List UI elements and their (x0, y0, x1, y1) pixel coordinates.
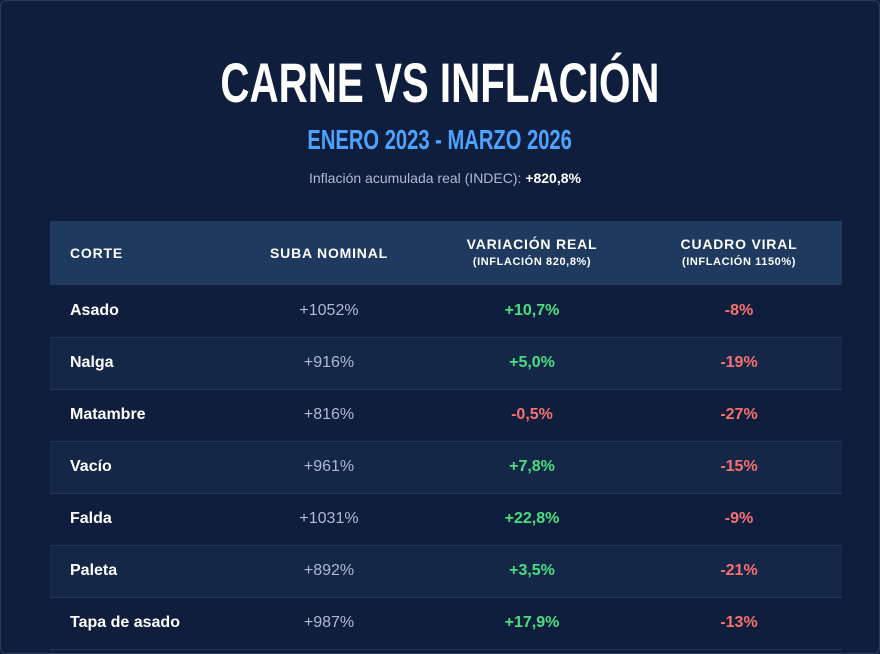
column-header-viral: CUADRO VIRAL (INFLACIÓN 1150%) (680, 236, 798, 268)
cell-corte: Paleta (70, 562, 118, 579)
cell-corte: Vacío (70, 458, 112, 475)
cell-viral: -21% (720, 562, 758, 579)
cell-nominal: +961% (303, 458, 355, 475)
inflation-note: Inflación acumulada real (INDEC): +820,8… (0, 170, 880, 186)
table-row: Vacío +961% +7,8% -15% (50, 441, 842, 493)
column-header-nominal: SUBA NOMINAL (270, 245, 388, 261)
cell-corte: Matambre (70, 406, 146, 423)
cell-viral: -8% (724, 301, 754, 319)
column-header-corte: CORTE (70, 245, 123, 261)
cell-nominal: +816% (303, 406, 355, 423)
cell-viral: -9% (724, 510, 754, 527)
cell-nominal: +892% (303, 562, 355, 579)
comparison-table: CORTE SUBA NOMINAL VARIACIÓN REAL (INFLAC… (50, 221, 842, 650)
cell-real: +7,8% (509, 458, 555, 475)
cell-real: -0,5% (511, 406, 553, 423)
cell-viral: -13% (720, 614, 758, 631)
cell-real: +3,5% (509, 562, 555, 579)
inflation-label: Inflación acumulada real (INDEC): (309, 170, 522, 186)
table-header-row: CORTE SUBA NOMINAL VARIACIÓN REAL (INFLAC… (50, 221, 842, 285)
cell-real: +22,8% (504, 510, 560, 527)
page-title: CARNE VS INFLACIÓN (220, 51, 660, 114)
table-row: Nalga +916% +5,0% -19% (50, 337, 842, 389)
inflation-value: +820,8% (525, 170, 581, 186)
cell-nominal: +987% (303, 614, 355, 631)
table-row: Asado +1052% +10,7% -8% (50, 285, 842, 337)
cell-nominal: +916% (303, 354, 355, 371)
date-range-subtitle: ENERO 2023 - MARZO 2026 (307, 124, 573, 155)
table-row: Paleta +892% +3,5% -21% (50, 545, 842, 597)
table-row: Matambre +816% -0,5% -27% (50, 389, 842, 441)
cell-viral: -27% (720, 406, 758, 423)
cell-viral: -19% (720, 354, 758, 371)
cell-corte: Nalga (70, 354, 114, 371)
cell-viral: -15% (720, 458, 758, 475)
cell-real: +5,0% (509, 354, 555, 371)
cell-nominal: +1052% (299, 301, 359, 319)
table-row: Tapa de asado +987% +17,9% -13% (50, 597, 842, 649)
cell-real: +17,9% (504, 614, 560, 631)
table-row: Falda +1031% +22,8% -9% (50, 493, 842, 545)
cell-corte: Asado (70, 301, 119, 319)
column-header-real: VARIACIÓN REAL (INFLACIÓN 820,8%) (466, 236, 598, 268)
cell-corte: Falda (70, 510, 112, 527)
cell-corte: Tapa de asado (70, 614, 180, 631)
cell-nominal: +1031% (299, 510, 359, 527)
cell-real: +10,7% (504, 301, 560, 319)
